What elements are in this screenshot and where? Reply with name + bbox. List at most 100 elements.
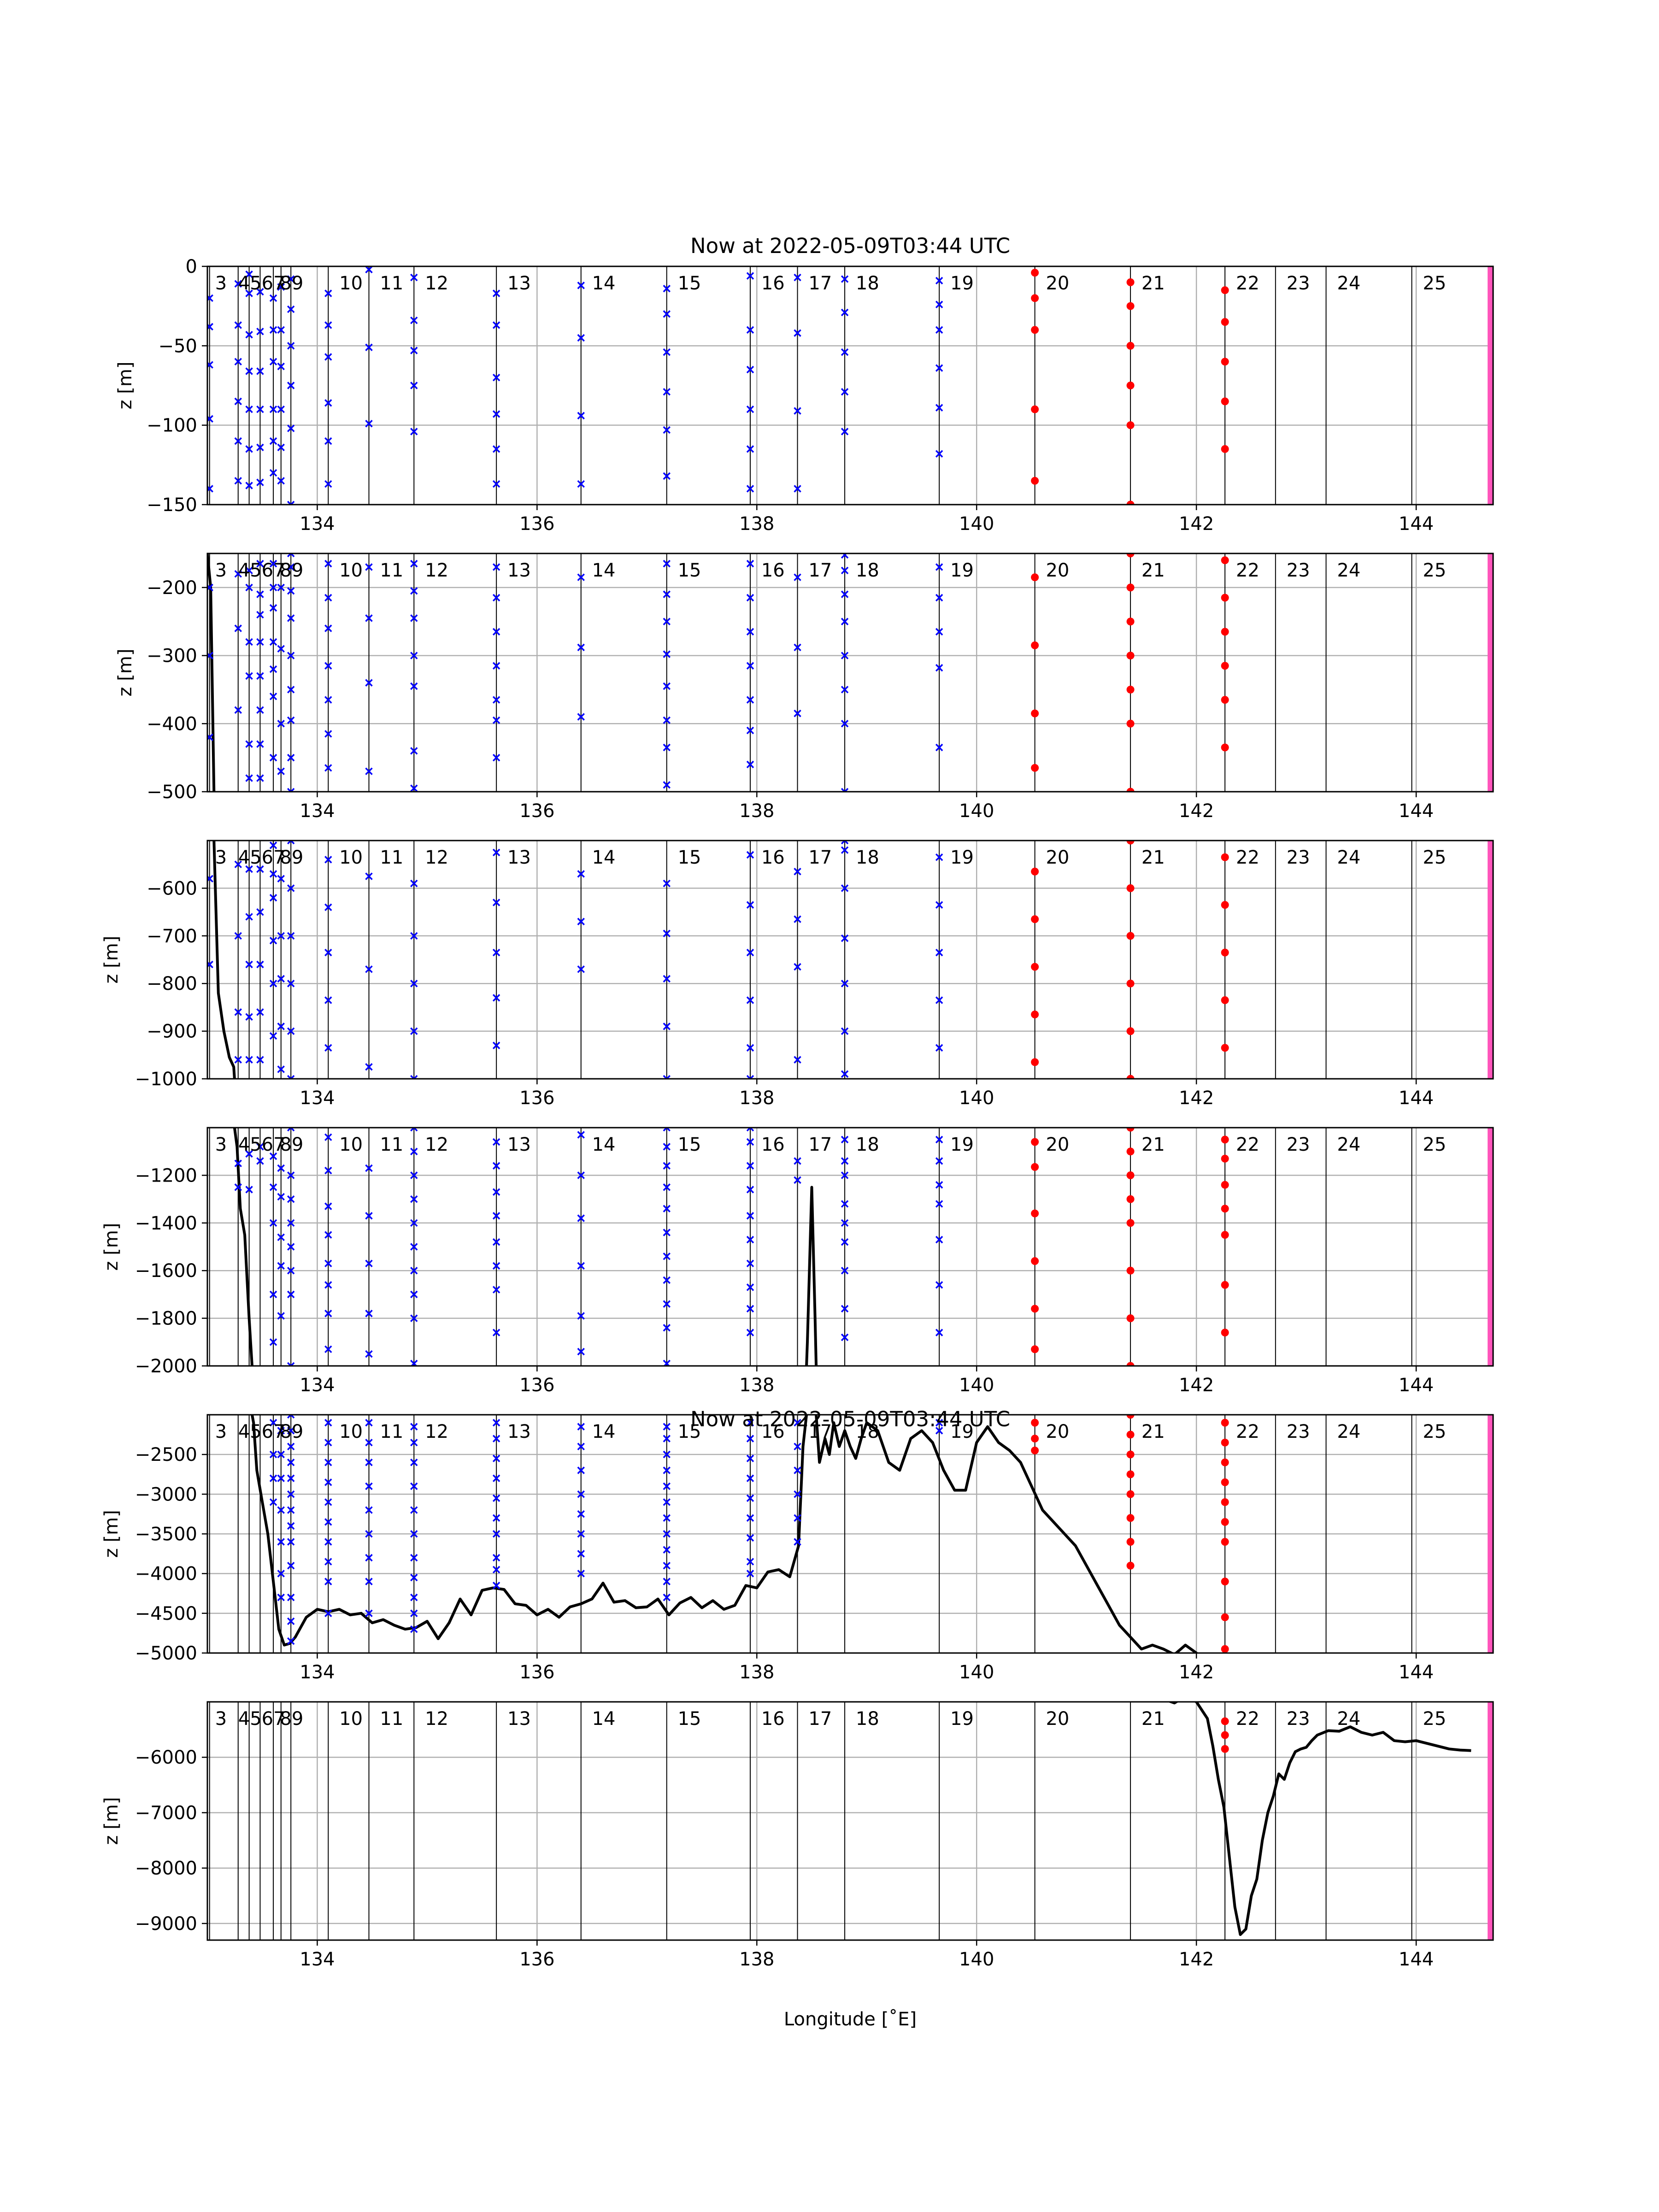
sample-marker-past — [287, 1522, 295, 1530]
y-tick-label: −700 — [147, 926, 197, 947]
sample-marker-past — [746, 851, 754, 859]
sample-marker-past — [256, 638, 264, 646]
sample-marker-past — [410, 1314, 418, 1322]
sample-marker-past — [410, 1219, 418, 1227]
sample-marker-planned — [1031, 326, 1039, 334]
sample-marker-past — [324, 399, 332, 407]
x-tick-label: 134 — [300, 1088, 335, 1109]
station-label: 20 — [1046, 273, 1069, 294]
sample-marker-past — [287, 1427, 295, 1435]
sample-marker-past — [324, 1202, 332, 1210]
sample-marker-planned — [1031, 573, 1039, 582]
sample-marker-past — [365, 1164, 373, 1172]
station-label: 14 — [592, 1421, 616, 1442]
station-label: 21 — [1141, 1708, 1165, 1730]
sample-marker-past — [577, 918, 585, 926]
sample-marker-planned — [1221, 1154, 1229, 1163]
sample-marker-past — [410, 1459, 418, 1466]
sample-marker-past — [324, 437, 332, 445]
station-label: 11 — [380, 847, 403, 868]
y-axis-label: z [m] — [115, 362, 136, 410]
station-label: 12 — [425, 847, 448, 868]
sample-marker-past — [287, 788, 295, 792]
sample-marker-planned — [1126, 341, 1135, 350]
panel-frame — [206, 553, 1494, 793]
sample-marker-planned — [1221, 594, 1229, 602]
sample-marker-past — [365, 1609, 373, 1618]
sample-marker-past — [287, 275, 295, 283]
sample-marker-past — [410, 1506, 418, 1514]
sample-marker-past — [663, 781, 671, 789]
station-label: 89 — [280, 1421, 303, 1442]
sample-marker-past — [794, 485, 801, 493]
sample-marker-planned — [1126, 1075, 1135, 1079]
sample-marker-past — [324, 321, 332, 329]
sample-marker-past — [410, 1195, 418, 1203]
station-label: 23 — [1287, 1134, 1310, 1155]
y-axis-label: z [m] — [115, 649, 136, 697]
station-label: 13 — [507, 1708, 531, 1730]
sample-marker-past — [577, 713, 585, 721]
sample-marker-past — [269, 665, 277, 673]
sample-marker-past — [492, 1041, 500, 1049]
sample-marker-past — [269, 692, 277, 700]
sample-marker-planned — [1126, 1171, 1135, 1179]
sample-marker-past — [324, 856, 332, 864]
x-tick-label: 138 — [739, 513, 774, 535]
sample-marker-past — [841, 553, 849, 559]
sample-marker-past — [410, 784, 418, 792]
sample-marker-past — [245, 289, 253, 297]
station-label: 3 — [215, 273, 227, 294]
sample-marker-planned — [1126, 685, 1135, 694]
sample-marker-past — [663, 1546, 671, 1554]
sample-marker-planned — [1126, 618, 1135, 626]
station-label: 19 — [950, 847, 974, 868]
sample-marker-planned — [1031, 1435, 1039, 1443]
sample-marker-past — [287, 652, 295, 659]
sample-marker-past — [287, 1474, 295, 1483]
panel-plot-area — [209, 1415, 1493, 1653]
sample-marker-past — [234, 358, 242, 366]
station-label: 14 — [592, 560, 616, 581]
sample-marker-past — [746, 1162, 754, 1170]
panel-frame — [206, 1701, 1494, 1941]
sample-marker-past — [492, 1138, 500, 1146]
station-label: 10 — [339, 1134, 363, 1155]
sample-marker-past — [841, 1333, 849, 1341]
sample-marker-past — [287, 1506, 295, 1514]
sample-marker-past — [841, 1171, 849, 1179]
sample-marker-planned — [1221, 1538, 1229, 1546]
sample-marker-past — [410, 1530, 418, 1538]
sample-marker-past — [935, 450, 943, 458]
sample-marker-past — [324, 1459, 332, 1466]
sample-marker-past — [410, 1423, 418, 1431]
sample-marker-past — [410, 559, 418, 568]
sample-marker-past — [746, 1454, 754, 1463]
sample-marker-past — [234, 280, 242, 288]
x-tick-label: 142 — [1179, 1088, 1214, 1109]
sample-marker-past — [234, 1159, 242, 1167]
sample-marker-past — [746, 760, 754, 769]
station-label: 19 — [950, 560, 974, 581]
sample-marker-past — [324, 1231, 332, 1239]
sample-marker-past — [841, 720, 849, 728]
sample-marker-past — [794, 867, 801, 876]
sample-marker-planned — [1221, 556, 1229, 565]
sample-marker-past — [269, 437, 277, 445]
station-label: 13 — [507, 1134, 531, 1155]
station-label: 20 — [1046, 560, 1069, 581]
sample-marker-past — [935, 948, 943, 957]
sample-marker-planned — [1221, 628, 1229, 636]
sample-marker-planned — [1221, 696, 1229, 704]
sample-marker-past — [324, 662, 332, 670]
sample-marker-planned — [1126, 1219, 1135, 1227]
sample-marker-past — [269, 1032, 277, 1040]
sample-marker-past — [746, 1514, 754, 1522]
sample-marker-past — [794, 1418, 801, 1427]
x-tick-label: 142 — [1179, 800, 1214, 822]
sample-marker-past — [365, 872, 373, 880]
station-label: 12 — [425, 1134, 448, 1155]
sample-marker-past — [746, 1329, 754, 1336]
station-label: 18 — [856, 560, 879, 581]
station-label: 89 — [280, 1134, 303, 1155]
